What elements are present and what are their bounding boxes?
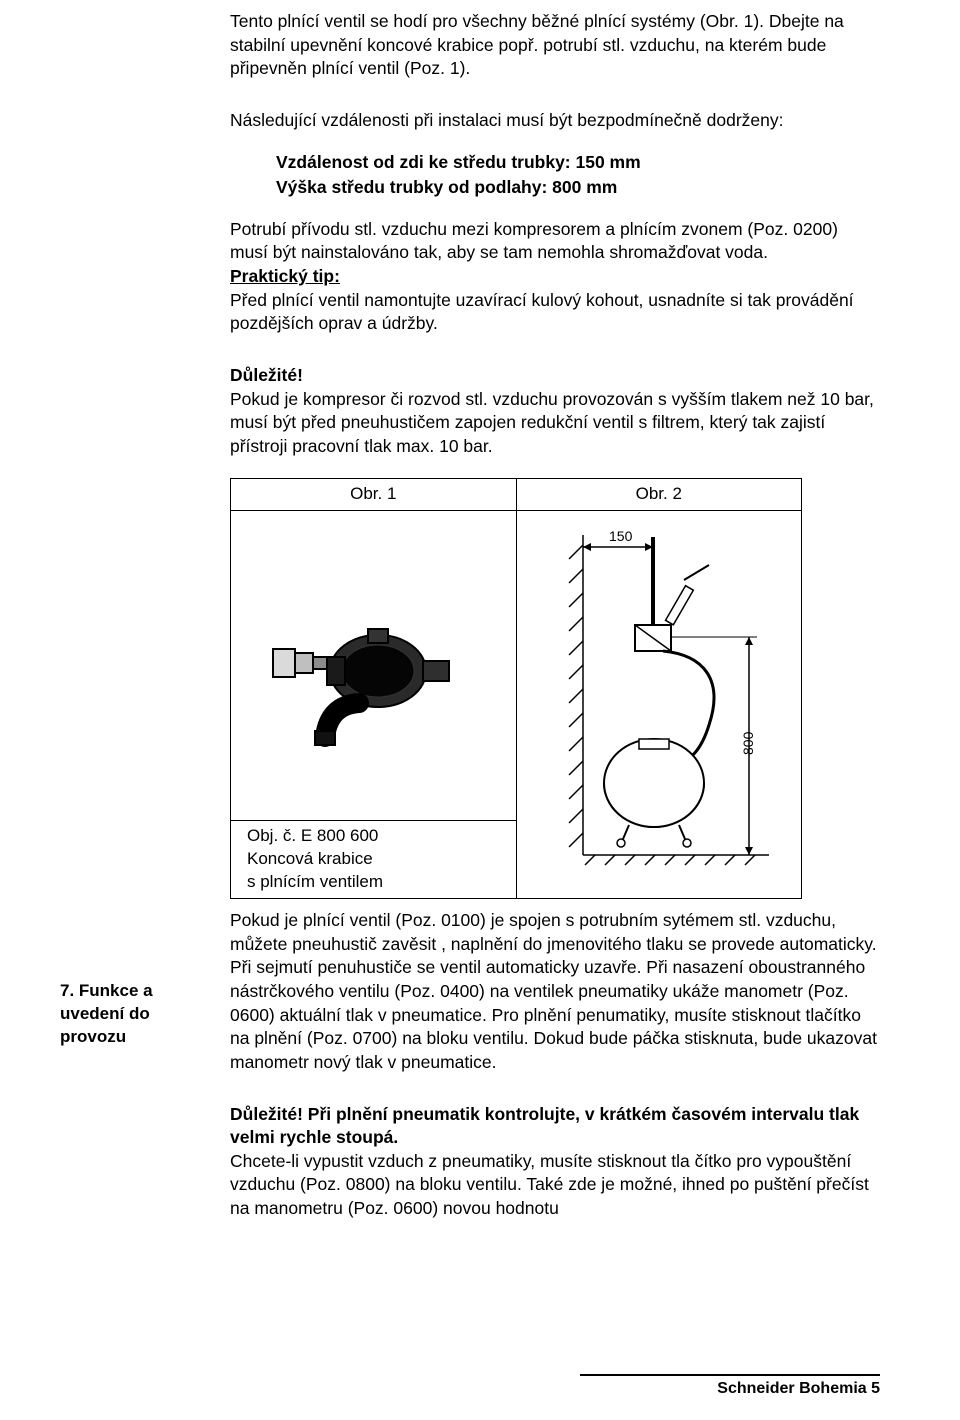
section7-heading: 7. Funkce a uvedení do provozu (60, 980, 210, 1049)
important-body: Pokud je kompresor či rozvod stl. vzduch… (230, 388, 880, 459)
tip-heading: Praktický tip: (230, 266, 340, 286)
fig2-dim-150: 150 (609, 528, 633, 544)
page-footer: Schneider Bohemia 5 (580, 1374, 880, 1398)
sec7-important: Důležité! Při plnění pneumatik kontroluj… (230, 1103, 880, 1150)
distance-line1: Vzdálenost od zdi ke středu trubky: 150 … (276, 151, 880, 175)
distance-line2: Výška středu trubky od podlahy: 800 mm (276, 176, 880, 200)
fig1-caption-l3: s plnícím ventilem (247, 872, 383, 891)
fig1-caption-l2: Koncová krabice (247, 849, 373, 868)
fig1-label: Obr. 1 (231, 479, 517, 511)
para3: Potrubí přívodu stl. vzduchu mezi kompre… (230, 218, 880, 265)
intro-paragraph: Tento plnící ventil se hodí pro všechny … (230, 10, 880, 81)
fig1-caption-l1: Obj. č. E 800 600 (247, 826, 378, 845)
fig2-dim-800: 800 (740, 731, 756, 755)
fig1-valve-drawing (263, 571, 483, 761)
important-heading: Důležité! (230, 364, 880, 388)
fig2-label: Obr. 2 (516, 479, 802, 511)
distances-intro: Následující vzdálenosti při instalaci mu… (230, 109, 880, 133)
figure-table: Obr. 1 Obr. 2 (230, 478, 802, 899)
fig2-image-cell: 150 (516, 511, 802, 899)
sec7-p1: Pokud je plnící ventil (Poz. 0100) je sp… (230, 909, 880, 1074)
fig2-install-diagram: 150 (539, 525, 779, 885)
fig1-image-cell (231, 511, 517, 821)
fig1-caption-cell: Obj. č. E 800 600 Koncová krabice s plní… (231, 821, 517, 899)
sec7-p2: Chcete-li vypustit vzduch z pneumatiky, … (230, 1150, 880, 1221)
footer-text: Schneider Bohemia 5 (717, 1380, 880, 1397)
tip-body: Před plnící ventil namontujte uzavírací … (230, 289, 880, 336)
